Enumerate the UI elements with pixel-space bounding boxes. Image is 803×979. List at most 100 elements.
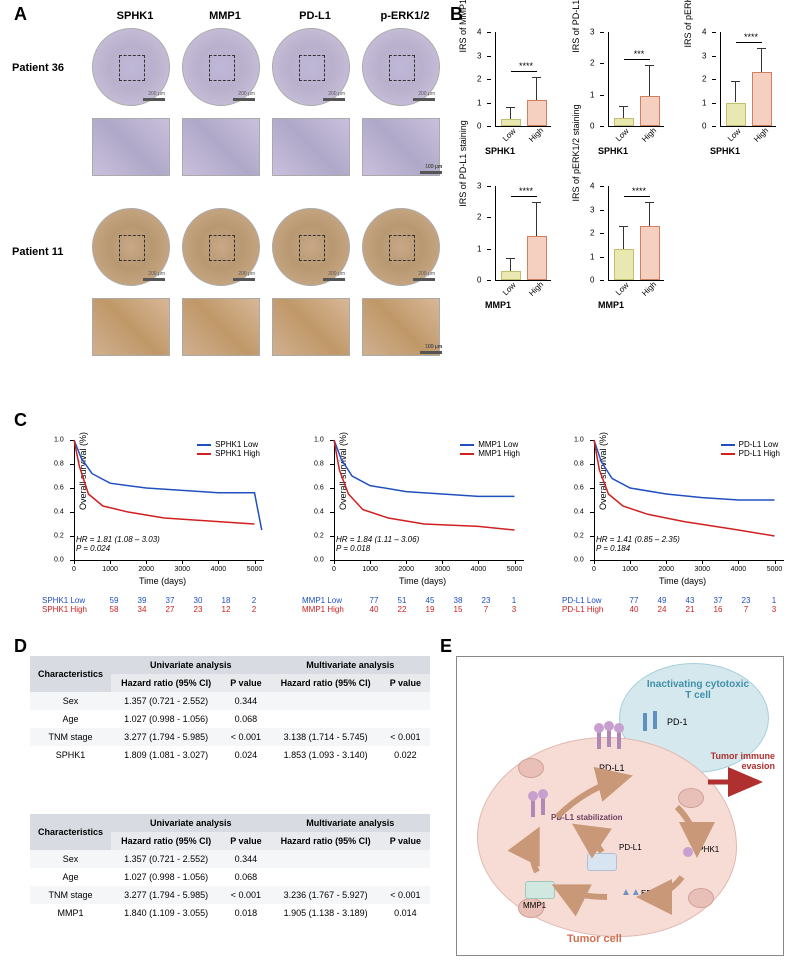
col-header: SPHK1 [90,10,180,22]
km-xlabel: Time (days) [139,576,186,586]
y-axis-label: IRS of PD-L1 staining [458,120,468,207]
ihc-circle: 200 μm [182,208,260,286]
km-stats: HR = 1.41 (0.85 – 2.35)P = 0.184 [596,535,680,554]
xtick-low: Low [726,127,745,146]
significance: **** [614,186,664,196]
significance: **** [726,32,776,42]
panel-e-label: E [440,636,452,657]
bar-high [527,236,547,280]
scale-bar-text: 200 μm [148,91,165,97]
ihc-zoom: 100 μm [362,118,440,176]
bar-low [614,249,634,280]
pd1-receptor [653,711,657,729]
row-label-p36: Patient 36 [12,62,64,74]
ihc-circle: 200 μm [182,28,260,106]
pdl1-receptor [617,729,621,749]
bar-high [640,96,660,126]
significance: **** [501,61,551,71]
col-header: MMP1 [180,10,270,22]
ihc-zoom: 100 μm [272,118,350,176]
xtick-low: Low [614,127,633,146]
scale-bar-text: 200 μm [148,271,165,277]
significance: **** [501,186,551,196]
barchart: IRS of pERK1/2 staining 01234 **** Low H… [578,180,690,310]
bar-low [501,271,521,280]
ihc-zoom: 100 μm [92,118,170,176]
group-label: SPHK1 [485,146,515,154]
cox-table: CharacteristicsUnivariate analysisMultiv… [30,814,430,922]
ihc-circle: 200 μm [92,28,170,106]
km-chart: Overall survival (%) 0.0 0.2 0.4 0.6 0.8… [560,430,790,580]
risk-table: SPHK1 Low59393730182SPHK1 High5834272312… [42,596,268,614]
bar-high [640,226,660,280]
km-stats: HR = 1.84 (1.11 – 3.06)P = 0.018 [336,535,419,554]
cycle-arrows [497,757,727,927]
xtick-low: Low [501,127,520,146]
km-chart: Overall survival (%) 0.0 0.2 0.4 0.6 0.8… [40,430,270,580]
xtick-low: Low [614,281,633,300]
km-legend: SPHK1 Low SPHK1 High [197,440,260,458]
xtick-high: High [527,280,547,300]
ihc-circle: 200 μm [362,208,440,286]
pd1-receptor [643,713,647,731]
group-label: MMP1 [598,300,624,308]
risk-table: MMP1 Low77514538231MMP1 High4022191573 [302,596,528,614]
xtick-high: High [752,126,772,146]
cox-table: CharacteristicsUnivariate analysisMultiv… [30,656,430,764]
group-label: SPHK1 [710,146,740,154]
scale-bar-text: 200 μm [418,91,435,97]
pd1-label: PD-1 [667,717,688,727]
km-xlabel: Time (days) [659,576,706,586]
scale-bar-text: 200 μm [238,271,255,277]
barchart: IRS of PD-L1 staining 0123 **** Low High… [465,180,577,310]
scale-bar-text: 200 μm [238,91,255,97]
y-axis-label: IRS of pERK1/2 staining [571,104,581,201]
km-legend: PD-L1 Low PD-L1 High [721,440,780,458]
scale-bar-text: 200 μm [328,271,345,277]
col-header: p-ERK1/2 [360,10,450,22]
bar-high [527,100,547,126]
km-xlabel: Time (days) [399,576,446,586]
ihc-zoom: 100 μm [182,118,260,176]
risk-table: PD-L1 Low77494337231PD-L1 High4024211673 [562,596,788,614]
ihc-zoom: 100 μm [182,298,260,356]
xtick-high: High [527,126,547,146]
ihc-circle: 200 μm [272,208,350,286]
col-header: PD-L1 [270,10,360,22]
scale-bar-text: 200 μm [328,91,345,97]
ihc-zoom: 100 μm [362,298,440,356]
group-label: MMP1 [485,300,511,308]
bar-low [726,103,746,127]
xtick-high: High [640,280,660,300]
scale-bar-text: 200 μm [418,271,435,277]
barchart: IRS of MMP1 staining 01234 **** Low High… [465,26,577,156]
pdl1-receptor [607,727,611,747]
tcell-label: Inactivating cytotoxic T cell [643,679,753,701]
scale-bar-text: 100 μm [425,164,442,170]
panel-a-label: A [14,4,27,25]
km-chart: Overall survival (%) 0.0 0.2 0.4 0.6 0.8… [300,430,530,580]
panel-c-label: C [14,410,27,431]
y-axis-label: IRS of MMP1 staining [458,0,468,52]
y-axis-label: IRS of pERK1/2 staining [683,0,693,47]
xtick-high: High [640,126,660,146]
row-label-p11: Patient 11 [12,246,63,258]
km-legend: MMP1 Low MMP1 High [460,440,520,458]
ihc-circle: 200 μm [92,208,170,286]
ihc-zoom: 100 μm [272,298,350,356]
panel-e-diagram: Inactivating cytotoxic T cell PD-1 PD-L1… [456,656,784,956]
panel-d-label: D [14,636,27,657]
xtick-low: Low [501,281,520,300]
ihc-circle: 200 μm [362,28,440,106]
bar-low [614,118,634,126]
tumor-label: Tumor cell [567,933,622,945]
barchart: IRS of PD-L1 staining 0123 *** Low High … [578,26,690,156]
ihc-circle: 200 μm [272,28,350,106]
barchart: IRS of pERK1/2 staining 01234 **** Low H… [690,26,802,156]
significance: *** [614,49,664,59]
pdl1-receptor [597,729,601,749]
bar-high [752,72,772,126]
scale-bar-text: 100 μm [425,344,442,350]
ihc-zoom: 100 μm [92,298,170,356]
group-label: SPHK1 [598,146,628,154]
